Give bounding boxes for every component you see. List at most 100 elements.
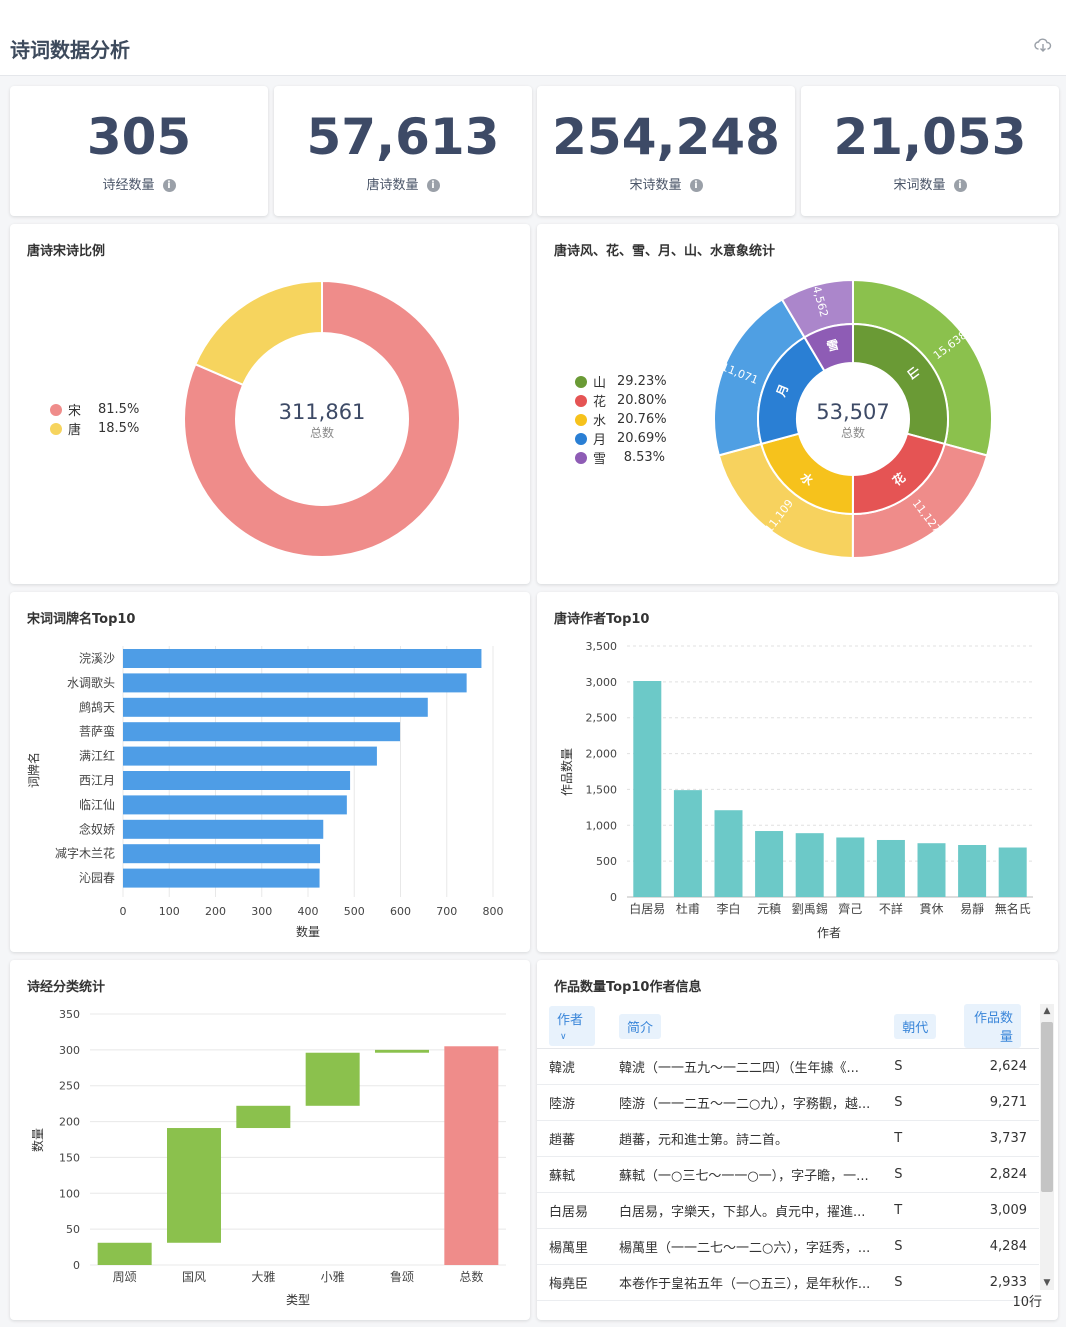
info-icon[interactable]: i <box>953 179 967 192</box>
shijing-category-card: 诗经分类统计 0 50 100 150 200 250 300 350 周颂 国风 大雅 小雅 鲁颂 总数… <box>10 960 530 1320</box>
x-tick-label: 500 <box>344 905 365 918</box>
author-cell: 蘇軾 <box>537 1156 607 1193</box>
kpi-card-songci: 21,053 宋词数量 i <box>801 86 1059 216</box>
table-row[interactable]: 趙蕃 趙蕃，元和進士第。詩二首。 T 3,737 <box>537 1120 1039 1157</box>
info-icon[interactable]: i <box>426 179 440 192</box>
y-tick-label: 水调歌头 <box>67 675 115 690</box>
bar <box>123 673 467 693</box>
kpi-value: 21,053 <box>833 108 1027 166</box>
y-tick-label: 沁园春 <box>79 871 115 885</box>
chart-title: 作品数量Top10作者信息 <box>554 980 702 995</box>
y-tick-label: 250 <box>59 1080 80 1093</box>
table-row[interactable]: 楊萬里 楊萬里（一一二七～一二○六），字廷秀，... S 4,284 <box>537 1228 1039 1265</box>
legend-item-shui[interactable]: 水 20.76% <box>575 410 667 429</box>
column-header-desc[interactable]: 简介 <box>619 1013 662 1039</box>
bar <box>958 845 987 897</box>
dynasty-cell: S <box>882 1264 953 1301</box>
scroll-up-icon[interactable]: ▲ <box>1043 1006 1051 1016</box>
legend-name: 山 <box>593 376 607 391</box>
y-tick-label: 满江红 <box>79 748 115 763</box>
legend-dot <box>50 403 62 416</box>
donut-slice <box>194 279 323 387</box>
legend-item-song[interactable]: 宋 81.5% <box>50 400 139 419</box>
y-tick-label: 1,000 <box>586 819 618 832</box>
y-tick-label: 鹧鸪天 <box>79 699 115 714</box>
desc-cell: 陸游（一一二五～一二○九），字務觀，越... <box>607 1084 883 1121</box>
x-tick-label: 0 <box>120 905 127 918</box>
bar <box>167 1128 221 1243</box>
desc-cell: 楊萬里（一一二七～一二○六），字廷秀，... <box>607 1228 883 1265</box>
info-icon[interactable]: i <box>162 179 176 192</box>
bar <box>673 790 702 897</box>
tang-authors-bar-chart: 0 500 1,000 1,500 2,000 2,500 3,000 3,500 白居易 杜甫 李… <box>559 640 1033 940</box>
y-tick-label: 100 <box>59 1187 80 1200</box>
y-tick-label: 菩萨蛮 <box>79 724 115 739</box>
bar <box>836 837 865 897</box>
tang-song-ratio-card: 唐诗宋诗比例 宋 81.5% 唐 18.5% 311,861 总数 <box>10 224 530 584</box>
desc-cell: 蘇軾（一○三七～一一○一），字子瞻，一... <box>607 1156 883 1193</box>
info-icon[interactable]: i <box>689 179 703 192</box>
y-axis-label: 作品数量 <box>559 748 574 796</box>
author-cell: 梅堯臣 <box>537 1264 607 1301</box>
bar <box>444 1046 499 1265</box>
legend-dot <box>50 422 62 435</box>
y-tick-label: 减字木兰花 <box>55 846 115 861</box>
bar <box>123 868 320 888</box>
x-tick-label: 大雅 <box>251 1269 275 1284</box>
y-tick-label: 临江仙 <box>79 798 115 812</box>
donut-legend: 宋 81.5% 唐 18.5% <box>50 400 139 438</box>
legend-pct: 20.80% <box>617 393 667 408</box>
legend-dot <box>575 394 587 407</box>
x-tick-label: 劉禹錫 <box>792 901 828 916</box>
legend-item-hua[interactable]: 花 20.80% <box>575 391 667 410</box>
desc-cell: 本卷作于皇祐五年（一○五三），是年秋作... <box>607 1264 883 1301</box>
kpi-value: 305 <box>86 108 192 166</box>
x-tick-label: 200 <box>205 905 226 918</box>
y-tick-label: 西江月 <box>79 774 115 788</box>
table-row[interactable]: 韓淲 韓淲（一一五九～一二二四）（生年據《... S 2,624 <box>537 1048 1039 1085</box>
y-tick-label: 150 <box>59 1151 80 1164</box>
scrollbar-thumb[interactable] <box>1041 1022 1053 1192</box>
x-tick-label: 貫休 <box>919 902 943 916</box>
x-tick-label: 無名氏 <box>995 901 1031 916</box>
chevron-down-icon[interactable]: ∨ <box>560 1032 567 1042</box>
legend-item-tang[interactable]: 唐 18.5% <box>50 419 139 438</box>
cipai-bar-chart: 0 100 200 300 400 500 600 700 800 浣溪沙水调歌头鹧鸪天菩萨蛮满江… <box>26 646 504 939</box>
kpi-card-tangshi: 57,613 唐诗数量 i <box>274 86 532 216</box>
table-row[interactable]: 蘇軾 蘇軾（一○三七～一一○一），字子瞻，一... S 2,824 <box>537 1156 1039 1193</box>
cloud-download-icon[interactable] <box>1034 38 1052 52</box>
table-row[interactable]: 白居易 白居易，字樂天，下邽人。貞元中，擢進... T 3,009 <box>537 1192 1039 1229</box>
x-tick-label: 李白 <box>716 901 740 916</box>
dynasty-cell: S <box>882 1156 953 1193</box>
sunburst-inner-label: 雪 <box>825 337 840 354</box>
legend-dot <box>575 413 587 426</box>
bar <box>998 847 1027 897</box>
x-tick-label: 易靜 <box>960 902 984 916</box>
x-tick-label: 小雅 <box>321 1269 345 1284</box>
legend-item-yue[interactable]: 月 20.69% <box>575 429 667 448</box>
legend-pct: 20.76% <box>617 412 667 427</box>
bar <box>714 810 743 897</box>
column-header-dynasty[interactable]: 朝代 <box>894 1013 937 1039</box>
sunburst-inner-slice <box>852 322 949 446</box>
column-header-author[interactable]: 作者 ∨ <box>549 1006 595 1046</box>
chart-title: 唐诗作者Top10 <box>554 612 650 627</box>
legend-item-shan[interactable]: 山 29.23% <box>575 372 667 391</box>
column-header-count[interactable]: 作品数量 <box>964 1004 1021 1048</box>
x-tick-label: 周颂 <box>113 1270 137 1284</box>
table-scrollbar[interactable]: ▲ ▼ <box>1040 1004 1054 1290</box>
table-row[interactable]: 陸游 陸游（一一二五～一二○九），字務觀，越... S 9,271 <box>537 1084 1039 1121</box>
page-header: 诗词数据分析 <box>0 0 1066 76</box>
page-title: 诗词数据分析 <box>10 38 130 62</box>
author-cell: 趙蕃 <box>537 1120 607 1157</box>
y-tick-label: 0 <box>610 891 617 904</box>
legend-item-xue[interactable]: 雪 8.53% <box>575 448 665 467</box>
x-tick-label: 总数 <box>459 1269 483 1284</box>
kpi-label: 宋诗数量 <box>629 178 682 193</box>
bar <box>305 1052 360 1106</box>
scroll-down-icon[interactable]: ▼ <box>1043 1278 1051 1288</box>
table-row[interactable]: 梅堯臣 本卷作于皇祐五年（一○五三），是年秋作... S 2,933 <box>537 1264 1039 1301</box>
donut-total: 311,861 <box>279 400 366 424</box>
bar <box>123 771 351 790</box>
legend-name: 宋 <box>68 404 82 419</box>
